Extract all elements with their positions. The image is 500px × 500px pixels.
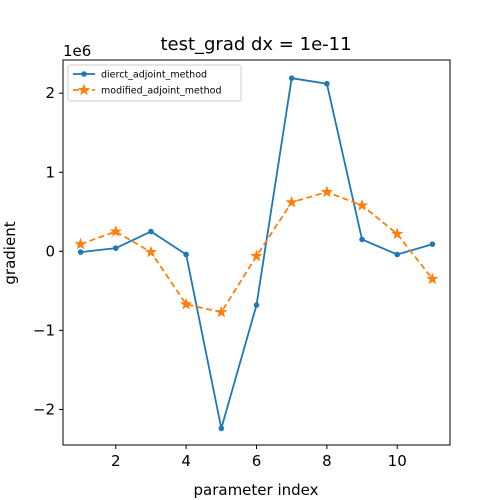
x-tick-label: 2 xyxy=(111,452,121,470)
y-axis-label: gradient xyxy=(1,221,19,284)
x-tick-label: 8 xyxy=(322,452,332,470)
y-tick-label: 2 xyxy=(45,84,55,102)
series-1-point xyxy=(183,252,189,258)
y-tick-label: −1 xyxy=(33,321,55,339)
series-1-point xyxy=(113,245,119,251)
x-tick-label: 10 xyxy=(388,452,407,470)
legend-marker-1 xyxy=(81,71,87,77)
series-1-point xyxy=(254,302,260,308)
x-tick-label: 4 xyxy=(181,452,191,470)
x-tick-label: 6 xyxy=(252,452,262,470)
series-1-point xyxy=(78,249,84,255)
y-tick-label: 1 xyxy=(45,163,55,181)
series-1-point xyxy=(219,426,225,432)
series-1-point xyxy=(289,75,295,81)
series-1-point xyxy=(148,229,154,235)
series-1-point xyxy=(324,81,330,87)
x-axis-label: parameter index xyxy=(194,481,319,499)
series-1-point xyxy=(359,237,365,243)
legend: dierct_adjoint_method modified_adjoint_me… xyxy=(68,65,241,101)
y-tick-label: 0 xyxy=(45,242,55,260)
chart-title: test_grad dx = 1e-11 xyxy=(160,34,351,55)
y-scale-label: 1e6 xyxy=(63,42,91,60)
legend-label-1: dierct_adjoint_method xyxy=(101,70,207,81)
series-1-point xyxy=(430,241,436,247)
y-tick-label: −2 xyxy=(33,400,55,418)
legend-label-2: modified_adjoint_method xyxy=(101,86,221,97)
series-1-point xyxy=(394,252,400,258)
